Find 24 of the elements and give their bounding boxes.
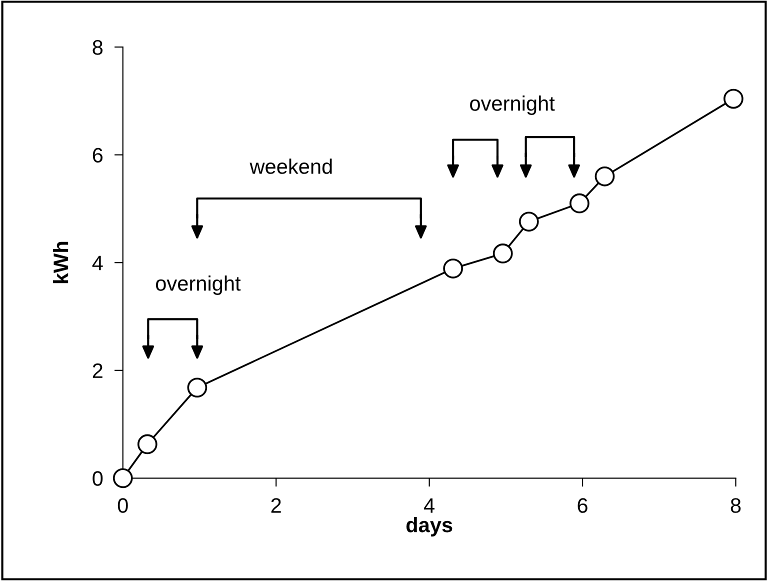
point: [187, 378, 208, 398]
y-axis-title: kWh: [52, 242, 68, 284]
annotation: overnight: [156, 276, 241, 295]
y-tick-label: 4: [92, 256, 103, 270]
annotation: overnight: [470, 96, 555, 115]
x-tick-label: 6: [578, 498, 588, 513]
x-tick-label: 0: [118, 498, 128, 513]
point: [112, 468, 133, 488]
x-tick-label: 2: [271, 498, 281, 513]
annotation: weekend: [250, 158, 332, 174]
y-tick-label: 8: [92, 40, 103, 55]
point: [443, 258, 463, 278]
x-axis-title: days: [406, 517, 452, 536]
point: [137, 434, 158, 454]
y-tick-label: 2: [92, 363, 102, 378]
point: [492, 244, 513, 264]
y-tick-label: 6: [92, 148, 103, 163]
x-tick-label: 4: [424, 498, 434, 513]
y-tick-label: 0: [92, 471, 103, 486]
point: [570, 193, 590, 214]
point: [594, 166, 615, 186]
point: [518, 212, 539, 232]
x-tick-label: 8: [730, 498, 741, 513]
point: [724, 88, 744, 109]
